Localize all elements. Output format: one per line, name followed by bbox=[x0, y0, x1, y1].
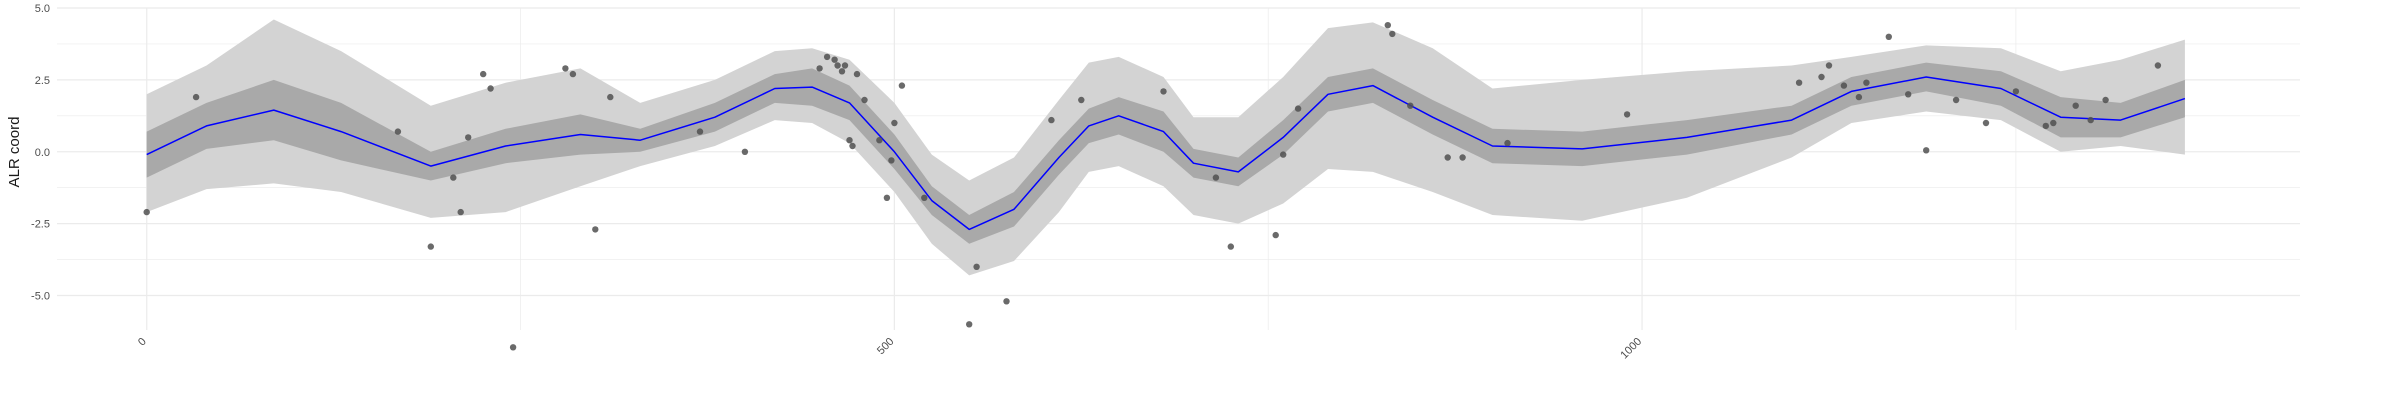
y-tick-label: 5.0 bbox=[35, 3, 50, 15]
data-point bbox=[1048, 116, 1055, 124]
data-point bbox=[841, 62, 849, 69]
y-tick-label: -5.0 bbox=[31, 291, 50, 303]
data-point bbox=[569, 70, 577, 78]
data-point bbox=[607, 93, 614, 101]
data-point bbox=[973, 263, 980, 270]
data-point bbox=[480, 70, 487, 78]
data-point bbox=[1818, 73, 1825, 81]
y-tick-label: 2.5 bbox=[35, 75, 50, 87]
data-point bbox=[592, 226, 599, 233]
data-point bbox=[1384, 22, 1392, 29]
data-point bbox=[1982, 119, 1990, 127]
data-point bbox=[1855, 93, 1863, 101]
data-point bbox=[192, 93, 200, 101]
data-point bbox=[1003, 298, 1010, 305]
data-point bbox=[457, 208, 464, 216]
data-point bbox=[966, 321, 973, 328]
data-point bbox=[394, 128, 402, 135]
data-point bbox=[1272, 231, 1279, 239]
data-point bbox=[1280, 151, 1287, 158]
data-point bbox=[465, 134, 472, 141]
data-point bbox=[846, 137, 853, 144]
x-axis-ticks: 0 500 1000 bbox=[136, 336, 1644, 362]
data-point bbox=[450, 174, 457, 181]
y-tick-label: 0.0 bbox=[35, 147, 50, 159]
data-point bbox=[1863, 79, 1870, 86]
observed-points bbox=[143, 22, 2162, 351]
data-point bbox=[891, 119, 898, 127]
data-point bbox=[876, 137, 883, 144]
data-point bbox=[509, 344, 517, 351]
data-point bbox=[1389, 30, 1396, 38]
data-point bbox=[1407, 102, 1414, 109]
data-point bbox=[1905, 91, 1912, 98]
data-point bbox=[1294, 105, 1302, 112]
data-point bbox=[1227, 243, 1235, 250]
data-point bbox=[834, 62, 841, 69]
data-point bbox=[883, 194, 891, 201]
x-tick-label: 1000 bbox=[1618, 336, 1644, 362]
data-point bbox=[562, 65, 569, 72]
data-point bbox=[888, 157, 895, 164]
data-point bbox=[487, 85, 494, 92]
data-point bbox=[2087, 116, 2094, 124]
data-point bbox=[143, 208, 150, 216]
data-point bbox=[921, 194, 928, 201]
data-point bbox=[838, 68, 846, 75]
data-point bbox=[2102, 96, 2109, 104]
data-point bbox=[1078, 96, 1085, 104]
y-tick-label: -2.5 bbox=[31, 219, 50, 231]
data-point bbox=[1504, 139, 1511, 147]
x-tick-label: 0 bbox=[136, 336, 149, 349]
data-point bbox=[696, 128, 704, 135]
data-point bbox=[1212, 174, 1220, 181]
data-point bbox=[1840, 82, 1848, 89]
data-point bbox=[1160, 88, 1167, 95]
mean-line bbox=[146, 76, 2186, 231]
data-point bbox=[861, 96, 868, 104]
data-point bbox=[2042, 122, 2049, 130]
inner-confidence-band bbox=[146, 62, 2185, 244]
data-point bbox=[849, 142, 856, 150]
data-point bbox=[2154, 62, 2162, 69]
data-point bbox=[823, 53, 831, 61]
data-point bbox=[853, 70, 861, 78]
data-point bbox=[741, 148, 749, 155]
data-point bbox=[816, 65, 823, 72]
data-point bbox=[1444, 154, 1451, 161]
data-point bbox=[2072, 102, 2079, 109]
data-point bbox=[898, 82, 906, 89]
data-point bbox=[1923, 147, 1930, 154]
data-point bbox=[2050, 119, 2057, 127]
y-axis-ticks: -5.0 -2.5 0.0 2.5 5.0 bbox=[31, 3, 50, 303]
data-point bbox=[427, 243, 434, 250]
data-point bbox=[1952, 96, 1960, 104]
data-point bbox=[1795, 79, 1803, 86]
y-axis-title: ALR coord bbox=[6, 117, 23, 188]
data-point bbox=[831, 56, 838, 63]
data-point bbox=[1623, 111, 1631, 118]
mean-line-layer bbox=[146, 76, 2186, 231]
x-tick-label: 500 bbox=[875, 336, 896, 357]
data-point bbox=[1459, 154, 1466, 161]
data-point bbox=[1885, 33, 1893, 40]
confidence-bands bbox=[146, 19, 2185, 276]
data-point bbox=[1825, 62, 1833, 69]
data-point bbox=[2012, 88, 2020, 95]
